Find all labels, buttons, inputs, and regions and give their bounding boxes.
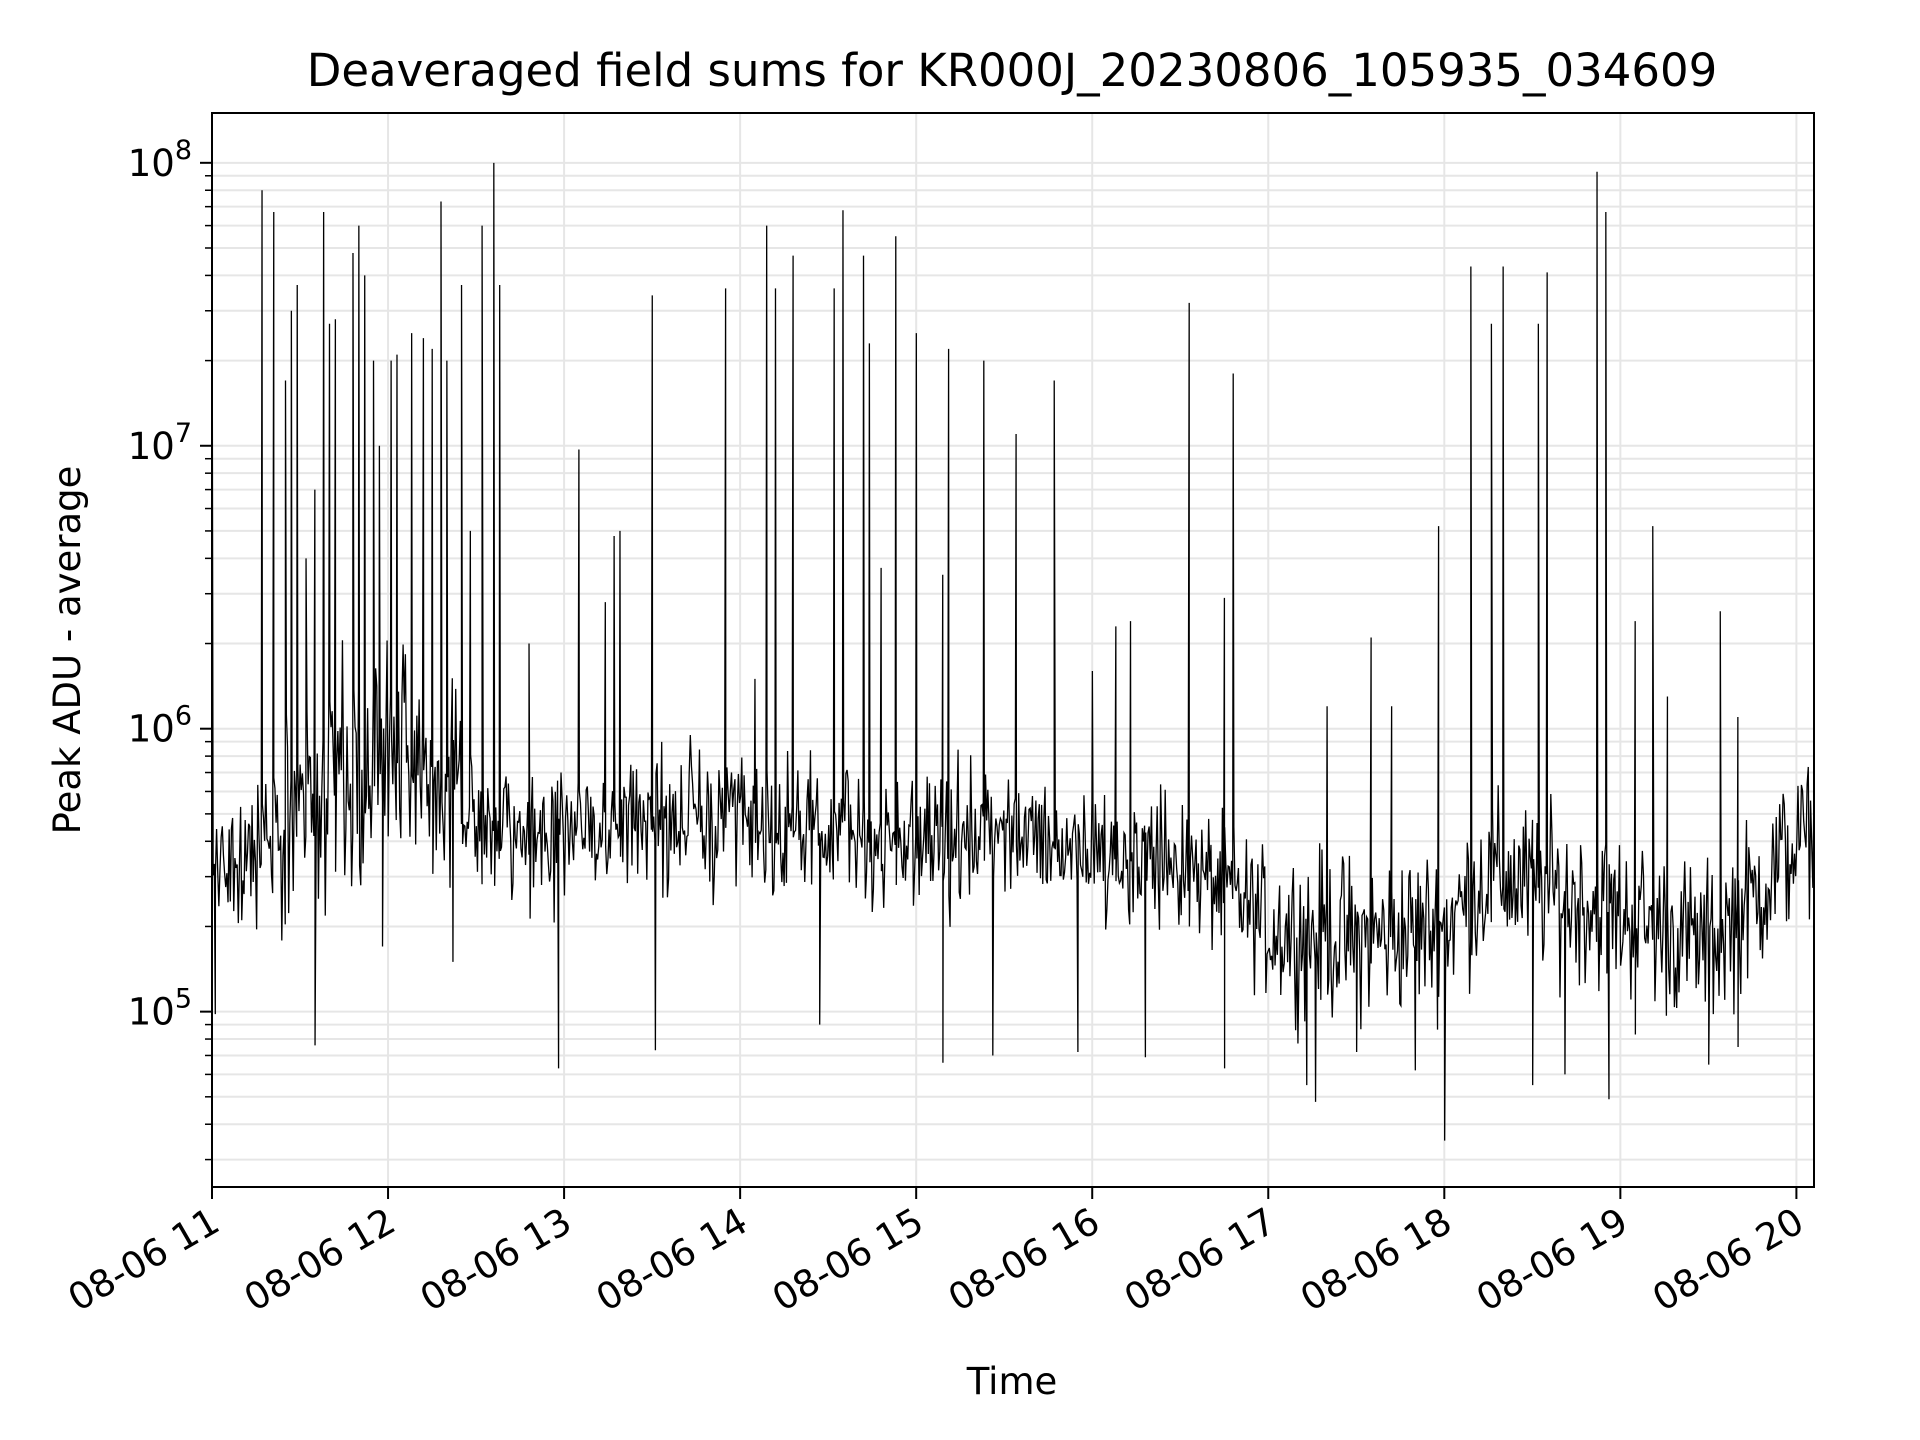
series-line-group [211,162,1815,1141]
chart-title: Deaveraged field sums for KR000J_2023080… [307,44,1718,97]
y-tick-label: 106 [128,701,192,751]
series-line [211,162,1815,1141]
y-tick-label: 105 [128,984,192,1034]
y-axis-label: Peak ADU - average [46,466,89,835]
x-axis-label: Time [966,1360,1058,1403]
y-tick-label: 107 [128,418,192,468]
y-axis-ticks: 105 106 107 108 [128,135,212,1161]
y-tick-label: 108 [128,135,192,185]
plot-frame [211,112,1815,1188]
